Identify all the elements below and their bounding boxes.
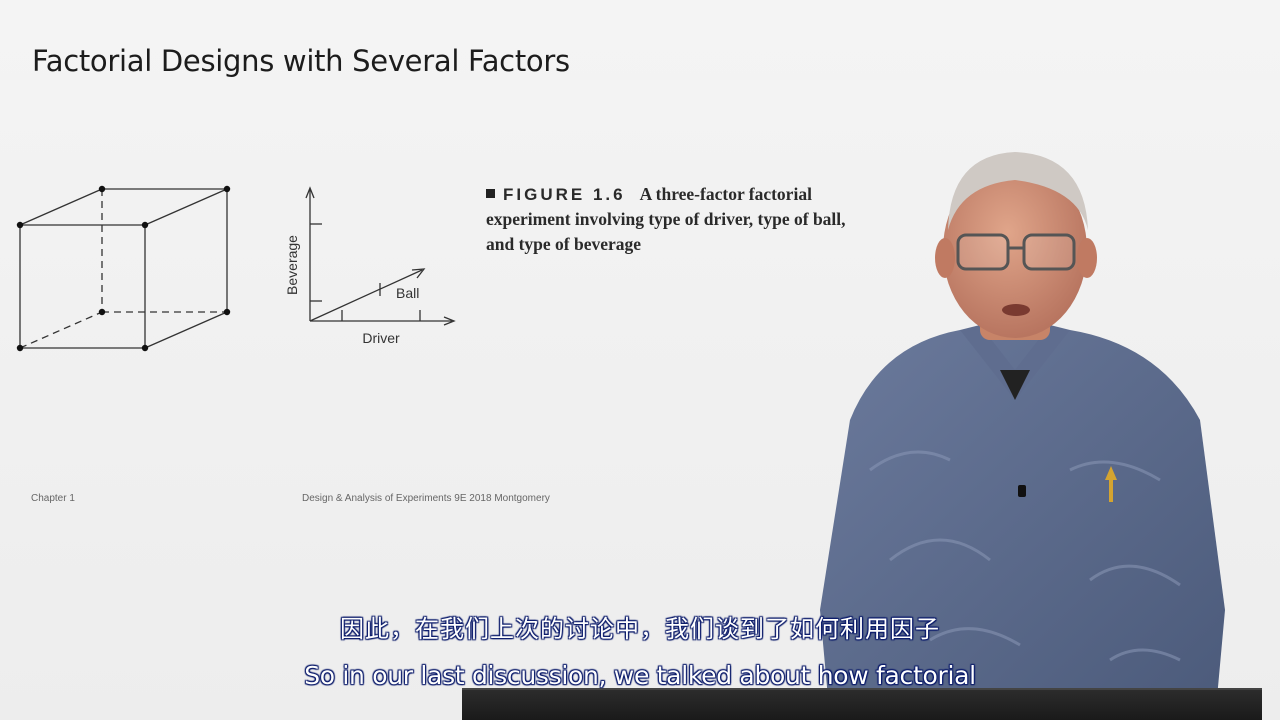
- cube-vertex: [223, 308, 231, 316]
- diagonal-axis-arrow: [411, 268, 426, 279]
- shirt-pattern: [869, 450, 1181, 662]
- presenter-collar: [960, 325, 1070, 400]
- presenter-hair: [948, 152, 1088, 230]
- cube-diagram: [19, 188, 228, 349]
- cube-hidden-edge: [19, 311, 103, 349]
- presenter-glasses: [956, 233, 1076, 271]
- subtitle-chinese: 因此，在我们上次的讨论中，我们谈到了如何利用因子: [340, 615, 940, 643]
- cube-edge: [19, 188, 103, 226]
- presenter-ear: [1077, 238, 1097, 278]
- slide-title: Factorial Designs with Several Factors: [32, 44, 570, 78]
- presenter-undershirt: [1000, 370, 1030, 400]
- driver-axis-label: Driver: [362, 330, 400, 346]
- presenter-video: [820, 152, 1225, 720]
- cube-vertex: [98, 308, 106, 316]
- cube-vertex: [141, 344, 149, 352]
- beverage-axis-label: Beverage: [284, 235, 300, 295]
- presenter-head: [943, 162, 1087, 338]
- presenter-mouth: [1002, 304, 1030, 316]
- subtitle-english: So in our last discussion, we talked abo…: [304, 661, 976, 690]
- cube-vertex: [16, 221, 24, 229]
- vertical-axis-arrow: [305, 186, 315, 199]
- lapel-mic-icon: [1018, 485, 1026, 497]
- footer-chapter: Chapter 1: [31, 493, 75, 504]
- lapel-pin-icon: [1105, 466, 1117, 502]
- presenter-shirt: [820, 330, 1225, 720]
- presenter-ear: [935, 238, 955, 278]
- cube-vertices: [16, 185, 231, 352]
- figure-label: FIGURE 1.6: [503, 185, 626, 204]
- figure-caption: FIGURE 1.6 A three-factor factorial exper…: [486, 182, 866, 257]
- diagonal-axis: [309, 269, 423, 322]
- cube-vertex: [141, 221, 149, 229]
- cube-vertex: [98, 185, 106, 193]
- cube-vertex: [16, 344, 24, 352]
- cube-edge: [144, 311, 228, 349]
- caption-bullet: [486, 189, 495, 198]
- horizontal-axis-arrow: [443, 316, 456, 326]
- axes-diagram: [305, 186, 456, 326]
- cube-vertex: [223, 185, 231, 193]
- ball-axis-label: Ball: [396, 285, 419, 301]
- cube-edge: [144, 188, 228, 226]
- footer-citation: Design & Analysis of Experiments 9E 2018…: [302, 493, 550, 504]
- figure-caption-text: A three-factor factorial experiment invo…: [486, 184, 846, 254]
- podium: [462, 688, 1262, 720]
- three-factor-figure: Beverage Driver Ball: [16, 185, 456, 352]
